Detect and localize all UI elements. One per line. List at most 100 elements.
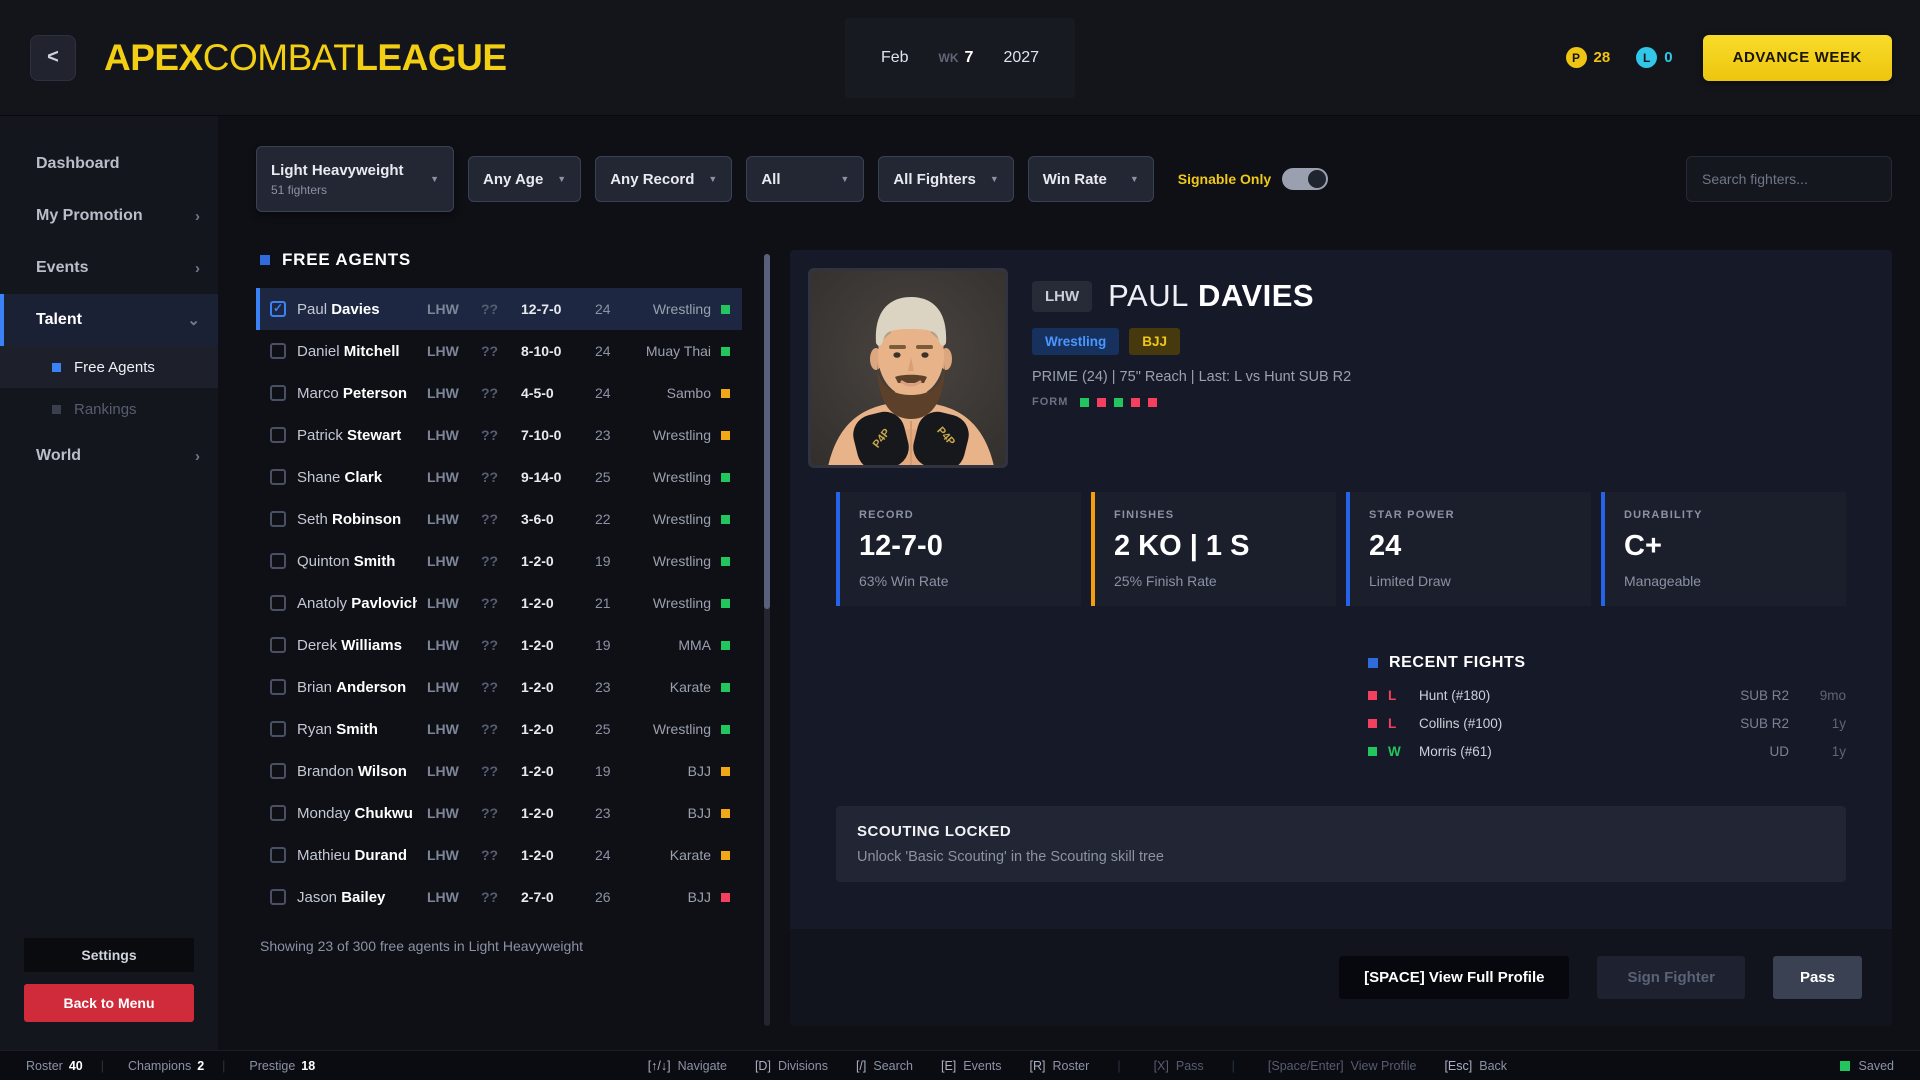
filter-dropdown-text: All Fighters: [893, 171, 976, 188]
agent-row[interactable]: Quinton Smith LHW ?? 1-2-0 19 Wrestling: [256, 540, 742, 582]
agent-division: LHW: [427, 553, 459, 569]
chevron-down-icon: ▼: [557, 174, 567, 184]
agent-checkbox[interactable]: [270, 595, 286, 611]
filter-dropdown[interactable]: Any Record ▼: [595, 156, 733, 202]
agent-checkbox[interactable]: [270, 679, 286, 695]
stat-sublabel: Manageable: [1624, 573, 1702, 589]
agent-checkbox[interactable]: [270, 637, 286, 653]
sidebar-item[interactable]: Events ›: [0, 242, 218, 294]
agent-checkbox[interactable]: [270, 553, 286, 569]
pass-button[interactable]: Pass: [1772, 956, 1862, 999]
agent-name: Marco Peterson: [297, 384, 408, 402]
currency-indicator: P 28: [1565, 47, 1611, 68]
agent-overall-hidden: ??: [481, 889, 499, 905]
agent-age: 25: [595, 469, 611, 485]
date-display: Feb WK 7 2027: [844, 18, 1076, 98]
filter-dropdown[interactable]: All ▼: [746, 156, 865, 202]
fight-result: L: [1388, 715, 1397, 731]
settings-button[interactable]: Settings: [24, 938, 194, 972]
stat-label: RECORD: [859, 509, 914, 521]
search-input[interactable]: [1686, 156, 1892, 202]
agent-record: 7-10-0: [521, 427, 562, 443]
advance-week-button[interactable]: ADVANCE WEEK: [1702, 34, 1892, 81]
keyboard-shortcut: [Esc] Back: [1444, 1058, 1508, 1073]
keyboard-shortcut: [R] Roster: [1029, 1058, 1090, 1073]
agent-checkbox[interactable]: [270, 427, 286, 443]
agent-checkbox[interactable]: [270, 847, 286, 863]
agent-row[interactable]: Anatoly Pavlovich LHW ?? 1-2-0 21 Wrestl…: [256, 582, 742, 624]
sidebar-item-label: Rankings: [74, 400, 137, 418]
agent-checkbox[interactable]: [270, 469, 286, 485]
agent-division: LHW: [427, 763, 459, 779]
chevron-icon: ›: [195, 447, 200, 465]
agent-row[interactable]: Seth Robinson LHW ?? 3-6-0 22 Wrestling: [256, 498, 742, 540]
view-full-profile-button[interactable]: [SPACE] View Full Profile: [1339, 956, 1570, 999]
sidebar-item[interactable]: World ›: [0, 430, 218, 482]
agent-status-icon: [721, 514, 730, 524]
agent-row[interactable]: Jason Bailey LHW ?? 2-7-0 26 BJJ: [256, 876, 742, 918]
sidebar-bottom: Settings Back to Menu: [0, 938, 218, 1050]
sidebar-item[interactable]: My Promotion ›: [0, 190, 218, 242]
agent-status-icon: [721, 766, 730, 776]
agent-name: Shane Clark: [297, 468, 383, 486]
agent-row[interactable]: Mathieu Durand LHW ?? 1-2-0 24 Karate: [256, 834, 742, 876]
agent-row[interactable]: Ryan Smith LHW ?? 1-2-0 25 Wrestling: [256, 708, 742, 750]
agent-checkbox[interactable]: [270, 763, 286, 779]
agent-row[interactable]: Brian Anderson LHW ?? 1-2-0 23 Karate: [256, 666, 742, 708]
style-tags: Wrestling BJJ: [1032, 328, 1351, 355]
agent-row[interactable]: Brandon Wilson LHW ?? 1-2-0 19 BJJ: [256, 750, 742, 792]
logo-part-combat: COMBAT: [202, 36, 356, 78]
bullet-icon: [52, 362, 61, 372]
sidebar-item[interactable]: Talent ⌄: [0, 294, 218, 346]
chevron-icon: ›: [195, 207, 200, 225]
agent-row[interactable]: Marco Peterson LHW ?? 4-5-0 24 Sambo: [256, 372, 742, 414]
agent-division: LHW: [427, 721, 459, 737]
agent-checkbox[interactable]: [270, 511, 286, 527]
filter-dropdown[interactable]: All Fighters ▼: [878, 156, 1014, 202]
scouting-locked-panel: SCOUTING LOCKED Unlock 'Basic Scouting' …: [836, 806, 1846, 882]
agent-record: 1-2-0: [521, 595, 554, 611]
list-scrollbar[interactable]: [764, 254, 770, 1026]
agent-row[interactable]: Daniel Mitchell LHW ?? 8-10-0 24 Muay Th…: [256, 330, 742, 372]
fighter-portrait: P4P P4P: [811, 271, 1005, 465]
agent-checkbox[interactable]: [270, 385, 286, 401]
agent-row[interactable]: Paul Davies LHW ?? 12-7-0 24 Wrestling: [256, 288, 742, 330]
agent-row[interactable]: Monday Chukwu LHW ?? 1-2-0 23 BJJ: [256, 792, 742, 834]
agent-checkbox[interactable]: [270, 721, 286, 737]
sidebar-item[interactable]: Dashboard: [0, 138, 218, 190]
agent-row[interactable]: Shane Clark LHW ?? 9-14-0 25 Wrestling: [256, 456, 742, 498]
fighter-meta: PRIME (24) | 75" Reach | Last: L vs Hunt…: [1032, 369, 1352, 385]
stat-card: DURABILITY C+ Manageable: [1601, 492, 1846, 606]
back-button[interactable]: <: [30, 34, 76, 81]
stat-sublabel: Limited Draw: [1369, 573, 1451, 589]
signable-only-toggle[interactable]: [1282, 168, 1329, 190]
sidebar-item-label: My Promotion: [36, 207, 143, 224]
agent-row[interactable]: Patrick Stewart LHW ?? 7-10-0 23 Wrestli…: [256, 414, 742, 456]
sidebar-item[interactable]: Free Agents: [0, 346, 218, 388]
filter-dropdown[interactable]: Any Age ▼: [468, 156, 582, 202]
date-year: 2027: [1003, 49, 1040, 66]
sign-fighter-button[interactable]: Sign Fighter: [1597, 956, 1745, 999]
filter-dropdown[interactable]: Light Heavyweight 51 fighters ▼: [256, 146, 454, 212]
currency-coin-icon: P: [1565, 47, 1587, 68]
agent-checkbox[interactable]: [270, 805, 286, 821]
currency-value: 28: [1593, 49, 1611, 66]
agent-style: Muay Thai: [645, 343, 711, 359]
agent-checkbox[interactable]: [270, 343, 286, 359]
sidebar-item[interactable]: Rankings: [0, 388, 218, 430]
fight-time-ago: 1y: [1831, 743, 1846, 759]
back-to-menu-button[interactable]: Back to Menu: [24, 984, 194, 1022]
agent-record: 12-7-0: [521, 301, 562, 317]
section-bullet-icon: [260, 255, 270, 265]
filter-dropdown[interactable]: Win Rate ▼: [1027, 156, 1154, 202]
toggle-knob: [1308, 170, 1327, 188]
agent-overall-hidden: ??: [481, 805, 499, 821]
agent-row[interactable]: Derek Williams LHW ?? 1-2-0 19 MMA: [256, 624, 742, 666]
free-agents-title: FREE AGENTS: [282, 250, 412, 269]
agent-checkbox[interactable]: [270, 889, 286, 905]
list-scrollbar-thumb[interactable]: [764, 254, 770, 610]
agent-style: BJJ: [687, 805, 711, 821]
agent-checkbox[interactable]: [270, 301, 286, 317]
agent-style: Wrestling: [652, 721, 711, 737]
